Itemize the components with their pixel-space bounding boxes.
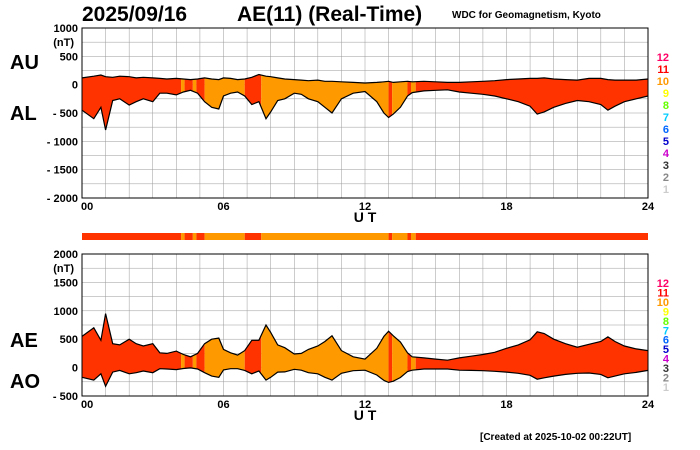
y-tick-label: 0 (72, 80, 78, 92)
strip-band-11 (244, 233, 262, 240)
legend-item: 6 (663, 335, 669, 347)
x-tick-label: 24 (642, 399, 655, 411)
legend-item: 2 (663, 172, 669, 184)
legend-item: 2 (663, 373, 669, 385)
series-label-ao: AO (10, 371, 40, 393)
legend-item: 9 (663, 88, 669, 100)
x-tick-label: 12 (359, 399, 371, 411)
legend-item: 4 (663, 148, 670, 160)
line-au (81, 73, 649, 84)
y-tick-label: 1500 (54, 277, 78, 289)
y-tick-label: 500 (60, 51, 78, 63)
legend-item: 5 (663, 344, 669, 356)
legend-item: 10 (657, 297, 669, 309)
x-axis-label: U T (354, 407, 377, 423)
legend-item: 4 (663, 354, 670, 366)
legend-item: 1 (663, 382, 669, 394)
legend-item: 10 (657, 76, 669, 88)
legend-item: 12 (657, 278, 669, 290)
legend-item: 11 (657, 287, 669, 299)
plot-frame (81, 253, 649, 397)
legend-item: 7 (663, 325, 669, 337)
panel-au-al (81, 27, 649, 199)
legend-item: 6 (663, 124, 669, 136)
strip-band-11 (407, 233, 411, 240)
series-label-au: AU (10, 52, 39, 74)
x-axis-label: U T (354, 209, 377, 225)
series-label-al: AL (10, 103, 37, 125)
y-tick-label: 0 (72, 363, 78, 375)
x-tick-label: 06 (217, 201, 229, 213)
panel-ae-ao (81, 253, 649, 397)
x-tick-label: 06 (217, 399, 229, 411)
chart-title: AE(11) (Real-Time) (237, 3, 423, 26)
legend-item: 8 (663, 316, 669, 328)
y-tick-label: 2000 (54, 249, 78, 261)
y-tick-label: 1000 (54, 306, 78, 318)
station-count-strip (82, 233, 648, 240)
created-timestamp: [Created at 2025-10-02 00:22UT] (480, 432, 632, 443)
strip-band-11 (196, 233, 205, 240)
legend-item: 5 (663, 136, 669, 148)
x-tick-label: 00 (81, 399, 93, 411)
strip-band-11 (415, 233, 648, 240)
fill-band-11 (388, 74, 393, 130)
legend-item: 3 (663, 363, 669, 375)
strip-band-10 (181, 233, 185, 240)
date-title: 2025/09/16 (82, 3, 188, 26)
y-unit-label: (nT) (53, 37, 74, 49)
x-tick-label: 18 (500, 399, 512, 411)
legend-item: 9 (663, 306, 669, 318)
strip-band-11 (388, 233, 393, 240)
y-tick-label: - 1000 (47, 136, 78, 148)
plot-frame (81, 27, 649, 199)
y-tick-label: 500 (60, 334, 78, 346)
strip-band-10 (192, 233, 197, 240)
x-tick-label: 24 (642, 201, 655, 213)
y-tick-label: - 2000 (47, 193, 78, 205)
strip-band-11 (82, 233, 182, 240)
series-label-ae: AE (10, 330, 38, 352)
legend-item: 1 (663, 184, 669, 196)
strip-band-10 (261, 233, 389, 240)
x-tick-label: 18 (500, 201, 512, 213)
y-tick-label: - 1500 (47, 165, 78, 177)
legend-item: 11 (657, 64, 669, 76)
strip-band-10 (392, 233, 408, 240)
strip-band-10 (410, 233, 416, 240)
legend-item: 12 (657, 52, 669, 64)
fill-band-11 (388, 313, 393, 387)
y-tick-label: - 500 (53, 391, 78, 403)
line-ao (81, 367, 649, 388)
y-tick-label: - 500 (53, 108, 78, 120)
y-tick-label: 1000 (54, 23, 78, 35)
x-tick-label: 12 (359, 201, 371, 213)
y-unit-label: (nT) (53, 263, 74, 275)
legend-item: 8 (663, 100, 669, 112)
line-al (81, 89, 649, 131)
strip-band-11 (184, 233, 193, 240)
source-label: WDC for Geomagnetism, Kyoto (452, 10, 601, 21)
legend-item: 3 (663, 160, 669, 172)
legend-item: 7 (663, 112, 669, 124)
strip-band-10 (204, 233, 245, 240)
line-ae (81, 313, 649, 361)
x-tick-label: 00 (81, 201, 93, 213)
